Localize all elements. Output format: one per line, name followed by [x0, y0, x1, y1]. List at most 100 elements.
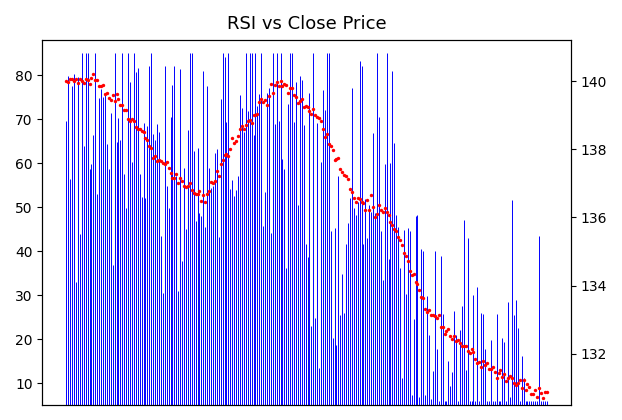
Point [493, 370, 503, 376]
Point [283, 90, 293, 97]
Point [305, 107, 315, 114]
Point [71, 76, 81, 83]
Point [239, 125, 249, 132]
Point [302, 103, 312, 110]
Point [449, 332, 459, 339]
Point [378, 209, 388, 215]
Point [515, 377, 525, 383]
Point [507, 374, 517, 381]
Point [530, 386, 540, 393]
Point [270, 82, 280, 89]
Point [534, 385, 544, 391]
Point [540, 388, 550, 395]
Point [347, 189, 357, 195]
Point [322, 131, 332, 138]
Point [281, 81, 291, 88]
Point [432, 315, 442, 321]
Point [204, 188, 214, 194]
Point [379, 205, 389, 212]
Point [231, 138, 241, 145]
Point [162, 159, 172, 165]
Point [442, 328, 452, 334]
Point [258, 99, 268, 106]
Point [113, 95, 123, 102]
Point [123, 116, 133, 122]
Point [106, 97, 116, 103]
Point [235, 126, 245, 132]
Point [358, 200, 368, 206]
Point [476, 364, 486, 370]
Point [160, 161, 170, 168]
Point [422, 308, 432, 315]
Point [337, 168, 347, 175]
Point [435, 323, 445, 330]
Point [364, 207, 374, 213]
Point [293, 100, 303, 106]
Point [118, 102, 128, 108]
Point [73, 79, 83, 86]
Point [256, 96, 266, 103]
Point [300, 102, 310, 109]
Point [185, 179, 195, 186]
Point [434, 311, 443, 318]
Point [341, 172, 351, 179]
Point [127, 115, 137, 122]
Point [191, 190, 201, 197]
Point [264, 93, 274, 100]
Point [139, 129, 149, 135]
Point [225, 146, 235, 152]
Point [314, 115, 324, 122]
Point [243, 118, 253, 124]
Point [430, 312, 440, 319]
Point [356, 199, 366, 206]
Point [345, 186, 355, 193]
Point [335, 166, 345, 173]
Point [536, 390, 546, 396]
Point [237, 123, 247, 130]
Point [253, 111, 262, 118]
Point [108, 92, 118, 99]
Point [368, 203, 378, 210]
Point [227, 135, 237, 142]
Point [391, 228, 401, 235]
Point [466, 346, 476, 352]
Point [141, 135, 151, 142]
Point [511, 382, 521, 389]
Point [200, 198, 210, 205]
Point [517, 384, 527, 391]
Point [86, 75, 96, 81]
Point [171, 171, 181, 178]
Point [474, 359, 484, 365]
Point [195, 188, 205, 195]
Point [526, 390, 536, 397]
Point [230, 139, 239, 146]
Point [472, 360, 482, 366]
Point [268, 89, 278, 96]
Point [69, 78, 79, 84]
Point [324, 141, 334, 147]
Point [420, 306, 430, 313]
Point [266, 81, 276, 88]
Point [465, 349, 475, 356]
Point [297, 96, 307, 103]
Point [395, 236, 405, 243]
Point [403, 258, 413, 265]
Point [505, 373, 515, 380]
Point [532, 393, 542, 400]
Point [353, 195, 363, 202]
Point [220, 152, 230, 158]
Point [233, 133, 243, 139]
Point [156, 157, 166, 164]
Point [501, 378, 511, 384]
Point [376, 207, 386, 214]
Point [276, 78, 285, 84]
Point [75, 75, 85, 82]
Point [524, 383, 534, 390]
Point [374, 201, 384, 208]
Point [158, 160, 168, 166]
Point [291, 93, 301, 100]
Point [150, 152, 160, 159]
Point [154, 157, 164, 164]
Point [65, 76, 75, 82]
Point [318, 126, 328, 133]
